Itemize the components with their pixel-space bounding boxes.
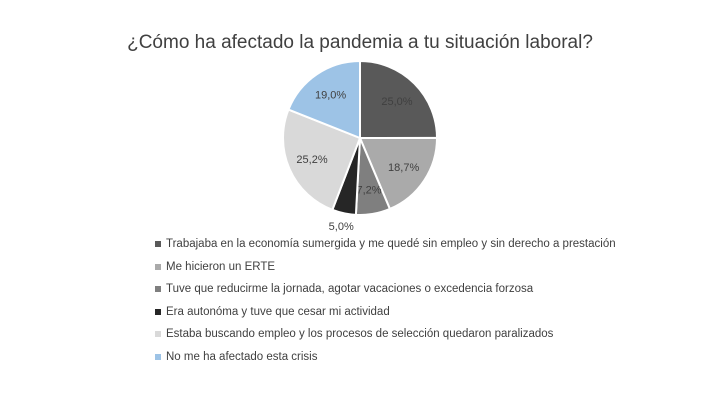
- data-label-2: 7,2%: [356, 185, 381, 197]
- pie-slice-5: [287, 59, 361, 140]
- chart-title: ¿Cómo ha afectado la pandemia a tu situa…: [127, 32, 593, 53]
- legend-label: No me ha afectado esta crisis: [166, 350, 318, 363]
- legend-label: Tuve que reducirme la jornada, agotar va…: [166, 283, 534, 296]
- legend-swatch: [155, 353, 161, 360]
- data-label-5: 19,0%: [315, 90, 346, 102]
- pie-slice-0: [359, 59, 439, 140]
- legend-item-2: Tuve que reducirme la jornada, agotar va…: [155, 278, 616, 301]
- legend-label: Era autonóma y tuve que cesar mi activid…: [166, 305, 390, 318]
- data-label-0: 25,0%: [381, 96, 412, 108]
- legend-label: Trabajaba en la economía sumergida y me …: [166, 238, 616, 251]
- legend-label: Estaba buscando empleo y los procesos de…: [166, 328, 554, 341]
- pie-slice-4: [282, 108, 362, 212]
- legend-swatch: [155, 263, 161, 270]
- legend-item-3: Era autonóma y tuve que cesar mi activid…: [155, 301, 616, 324]
- legend-item-0: Trabajaba en la economía sumergida y me …: [155, 233, 616, 256]
- legend-item-5: No me ha afectado esta crisis: [155, 346, 616, 369]
- legend-swatch: [155, 286, 161, 293]
- data-label-4: 25,2%: [296, 154, 327, 166]
- chart-legend: Trabajaba en la economía sumergida y me …: [155, 233, 616, 368]
- data-label-1: 18,7%: [388, 162, 419, 174]
- legend-swatch: [155, 308, 161, 315]
- legend-item-4: Estaba buscando empleo y los procesos de…: [155, 323, 616, 346]
- legend-swatch: [155, 241, 161, 248]
- data-label-3: 5,0%: [329, 221, 354, 233]
- pie-slice-1: [358, 136, 439, 211]
- legend-label: Me hicieron un ERTE: [166, 260, 276, 273]
- legend-swatch: [155, 331, 161, 338]
- legend-item-1: Me hicieron un ERTE: [155, 256, 616, 279]
